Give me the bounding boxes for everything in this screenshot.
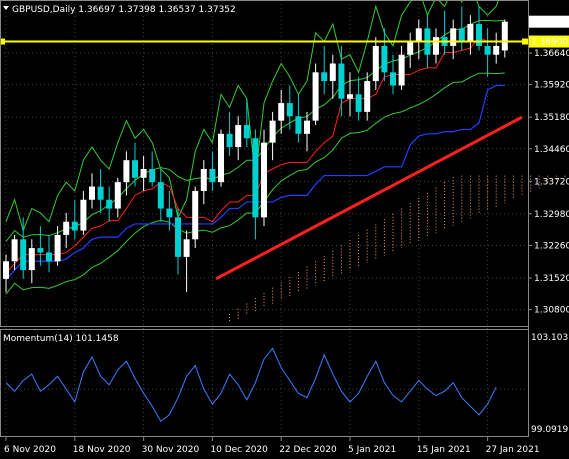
time-tick-label: 6 Nov 2020 bbox=[4, 445, 56, 455]
candle-body bbox=[476, 23, 482, 46]
candle-body bbox=[304, 120, 310, 134]
candle-body bbox=[243, 125, 250, 139]
candle-body bbox=[312, 72, 319, 121]
candle-body bbox=[140, 168, 147, 178]
candle-body bbox=[458, 28, 465, 42]
price-tick-label: 1.35180 bbox=[534, 113, 569, 123]
candle-body bbox=[261, 142, 267, 218]
candle-body bbox=[321, 72, 328, 82]
time-axis: 6 Nov 2020 18 Nov 2020 30 Nov 2020 10 Dec 2… bbox=[4, 437, 540, 455]
candle-body bbox=[71, 221, 78, 231]
candle-body bbox=[347, 94, 353, 99]
price-tick-label: 1.36640 bbox=[534, 49, 569, 59]
candle-body bbox=[63, 221, 70, 235]
price-tick-label: 1.33720 bbox=[534, 177, 569, 187]
momentum-label: Momentum(14) 101.1458 bbox=[3, 334, 119, 344]
candle-body bbox=[192, 190, 199, 240]
candle-body bbox=[433, 37, 439, 55]
price-scale[interactable]: 1.36640 1.35920 1.35180 1.34460 1.33720 1.329… bbox=[528, 15, 569, 316]
candle-body bbox=[329, 63, 336, 82]
candle-body bbox=[278, 103, 285, 121]
candle-body bbox=[338, 63, 345, 99]
candle-body bbox=[415, 28, 422, 42]
hline-price-label: 1.36900 bbox=[531, 38, 568, 48]
candle-body bbox=[149, 168, 156, 183]
candle-body bbox=[398, 54, 405, 86]
candle-body bbox=[106, 199, 113, 209]
candle-body bbox=[484, 45, 491, 55]
time-tick-label: 30 Nov 2020 bbox=[142, 445, 200, 455]
hline-left-handle[interactable] bbox=[0, 38, 5, 45]
current-price-label-box bbox=[529, 15, 569, 28]
candle-body bbox=[183, 239, 190, 257]
candle-body bbox=[123, 160, 130, 183]
candle-body bbox=[54, 234, 61, 262]
candle-body bbox=[450, 28, 457, 46]
candle-body bbox=[218, 133, 224, 183]
price-tick-label: 1.31520 bbox=[534, 274, 569, 284]
candle-body bbox=[235, 125, 242, 148]
momentum-scale-top: 103.1037 bbox=[531, 333, 569, 343]
price-tick-label: 1.32980 bbox=[534, 210, 569, 220]
current-price-label: 1.37352 bbox=[531, 18, 568, 28]
price-tick-label: 1.35920 bbox=[534, 81, 569, 91]
candle-body bbox=[166, 208, 173, 218]
time-tick-label: 10 Dec 2020 bbox=[210, 445, 268, 455]
hline-price-label-box bbox=[529, 35, 569, 48]
triangle-down-icon[interactable] bbox=[3, 6, 9, 10]
candle-body bbox=[209, 168, 216, 183]
time-tick-label: 15 Jan 2021 bbox=[417, 445, 471, 455]
ichimoku-cloud bbox=[229, 175, 566, 323]
candle-body bbox=[28, 248, 35, 271]
hline-right-handle[interactable] bbox=[522, 38, 528, 45]
time-tick-label: 18 Nov 2020 bbox=[73, 445, 131, 455]
momentum-line bbox=[5, 347, 497, 422]
candle-body bbox=[37, 248, 44, 253]
candle-body bbox=[226, 133, 233, 148]
candle-body bbox=[372, 45, 379, 82]
trendline[interactable] bbox=[215, 115, 523, 281]
candle-body bbox=[286, 103, 293, 117]
candle-body bbox=[252, 138, 259, 218]
candle-body bbox=[381, 45, 388, 73]
candle-body bbox=[200, 168, 207, 191]
candle-body bbox=[390, 72, 396, 86]
candle-body bbox=[46, 252, 52, 262]
candle-body bbox=[355, 94, 362, 112]
candle-body bbox=[467, 23, 474, 42]
time-tick-label: 22 Dec 2020 bbox=[279, 445, 337, 455]
symbol-header: GBPUSD,Daily 1.36697 1.37398 1.36537 1.3… bbox=[12, 5, 236, 15]
candle-body bbox=[89, 186, 95, 200]
candle-body bbox=[20, 239, 27, 271]
candle-body bbox=[501, 21, 508, 51]
price-tick-label: 1.32260 bbox=[534, 241, 569, 251]
momentum-scale-bottom: 99.0919 bbox=[531, 425, 568, 435]
time-tick-label: 5 Jan 2021 bbox=[348, 445, 396, 455]
candle-body bbox=[157, 182, 164, 209]
candle-body bbox=[407, 41, 414, 55]
candle-body bbox=[3, 261, 9, 279]
candle-body bbox=[132, 160, 138, 178]
candle-body bbox=[11, 239, 18, 262]
candle-body bbox=[114, 182, 121, 209]
price-tick-label: 1.34460 bbox=[534, 145, 569, 155]
candle-body bbox=[295, 116, 302, 134]
candle-body bbox=[80, 199, 87, 231]
candle-body bbox=[175, 217, 181, 257]
time-tick-label: 27 Jan 2021 bbox=[486, 445, 540, 455]
price-tick-label: 1.30800 bbox=[534, 306, 569, 316]
price-grid bbox=[0, 0, 528, 437]
candle-body bbox=[269, 120, 276, 143]
candle-body bbox=[97, 186, 104, 200]
candle-body bbox=[364, 81, 371, 112]
candle-body bbox=[493, 45, 500, 55]
